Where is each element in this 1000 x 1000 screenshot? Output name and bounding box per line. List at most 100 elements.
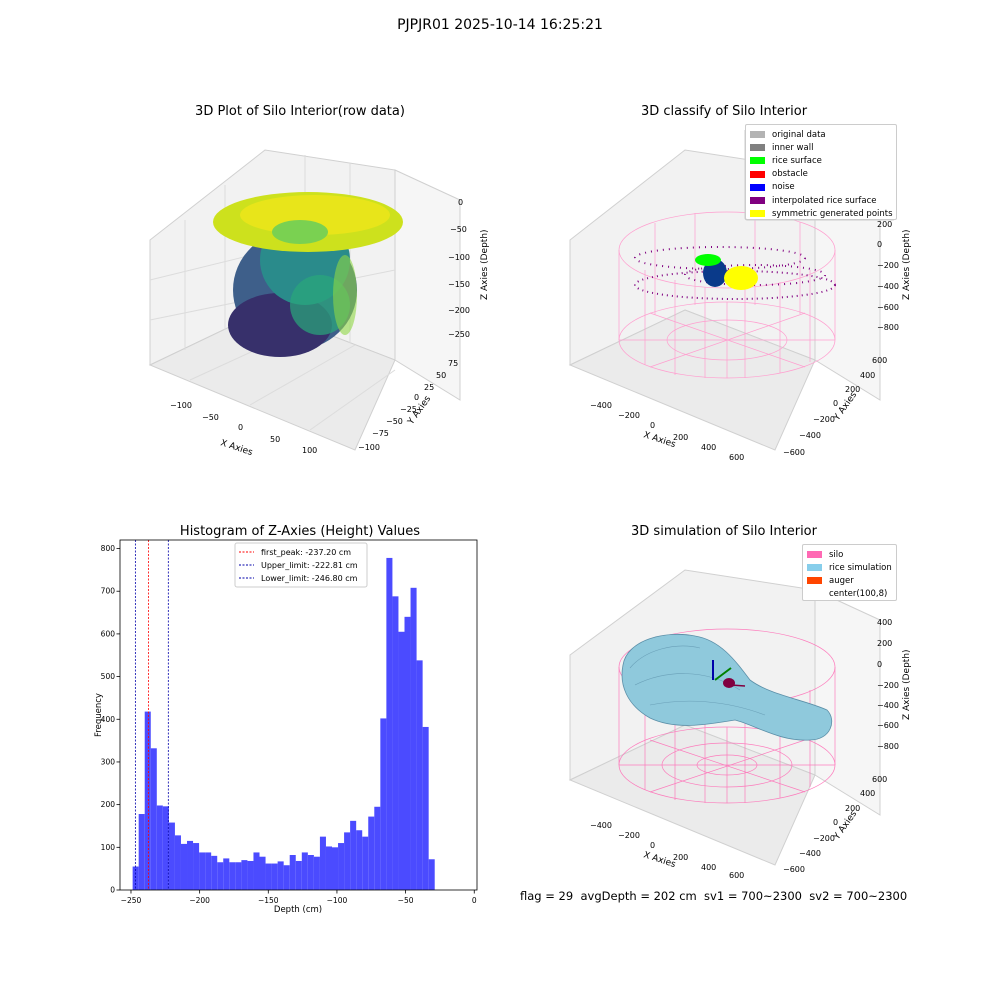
histogram-bar <box>180 843 188 890</box>
classify-legend-label: interpolated rice surface <box>772 195 877 206</box>
classify-xtick: 0 <box>650 421 655 430</box>
classify-legend-swatch <box>750 210 765 218</box>
histogram-bar <box>144 711 151 890</box>
histogram-bar <box>301 852 308 890</box>
classify-legend-item: obstacle <box>750 168 893 181</box>
raw-ztick: −50 <box>450 225 467 234</box>
histogram-bar <box>325 846 333 890</box>
raw-ytick: −50 <box>386 417 403 426</box>
histogram-bar <box>241 860 248 890</box>
histogram-bar <box>295 860 302 890</box>
histogram-ytick-label: 600 <box>101 629 116 638</box>
histogram-bar <box>223 858 230 890</box>
simulation-legend-box: silo rice simulation auger center(100,8) <box>802 544 897 601</box>
simulation-legend-swatch <box>807 551 822 559</box>
raw-xtick: −50 <box>202 413 219 422</box>
histogram-threshold-lines <box>134 540 169 890</box>
histogram-bar <box>150 748 157 890</box>
classify-legend-swatch <box>750 144 765 152</box>
simulation-legend-item: auger <box>807 574 892 587</box>
simulation-ytick: 0 <box>833 818 838 827</box>
raw-ztick: −200 <box>448 306 470 315</box>
classify-legend-item: symmetric generated points <box>750 207 893 220</box>
classify-legend-label: obstacle <box>772 169 808 180</box>
classify-xtick: −400 <box>590 401 612 410</box>
simulation-legend-label: silo <box>829 549 844 560</box>
simulation-legend-swatch <box>807 577 822 585</box>
simulation-ytick: −600 <box>783 865 805 874</box>
classify-legend-swatch <box>750 170 765 178</box>
histogram-bar <box>138 814 145 890</box>
histogram-bar <box>235 862 242 890</box>
simulation-xtick: 200 <box>673 853 688 862</box>
histogram-bar <box>307 855 314 890</box>
classify-legend-label: original data <box>772 129 826 140</box>
classify-ztick: −200 <box>877 261 899 270</box>
histogram-bar <box>199 852 206 890</box>
classify-ytick: −400 <box>799 431 821 440</box>
histogram-bar <box>162 806 169 890</box>
raw-3d-plot: −100 −50 0 50 100 X Axies 75 50 25 0 −25… <box>148 149 490 458</box>
histogram-bar <box>168 822 175 890</box>
raw-ztick: −150 <box>448 280 470 289</box>
histogram-ylabel: Frequency <box>94 693 104 737</box>
classify-xtick: 200 <box>673 433 688 442</box>
histogram-bar <box>344 832 351 890</box>
simulation-zlabel: Z Axies (Depth) <box>902 649 912 720</box>
simulation-plot-title: 3D simulation of Silo Interior <box>631 524 817 539</box>
histogram-bar <box>416 660 423 890</box>
raw-ytick: 25 <box>424 383 434 392</box>
classify-zlabel: Z Axies (Depth) <box>902 229 912 300</box>
histogram-xtick-label: −50 <box>398 896 414 905</box>
classify-legend-label: inner wall <box>772 142 814 153</box>
histogram-ytick-label: 400 <box>101 715 116 724</box>
raw-ztick: −100 <box>448 253 470 262</box>
classify-ytick: 400 <box>860 371 875 380</box>
histogram-title: Histogram of Z-Axies (Height) Values <box>179 524 421 539</box>
simulation-ytick: 400 <box>860 789 875 798</box>
classify-xtick: 600 <box>729 453 744 462</box>
histogram-bar <box>398 631 405 890</box>
histogram-ytick-label: 0 <box>110 886 115 895</box>
classify-xtick: −200 <box>618 411 640 420</box>
histogram-bar <box>156 805 163 890</box>
simulation-ztick: 200 <box>877 639 892 648</box>
simulation-xtick: 0 <box>650 841 655 850</box>
histogram-bar <box>422 726 429 890</box>
classify-ztick: −600 <box>877 303 899 312</box>
histogram-bar <box>392 596 399 890</box>
histogram-bar <box>338 843 345 890</box>
status-footer: flag = 29 avgDepth = 202 cm sv1 = 700~23… <box>520 889 908 903</box>
raw-point-cloud <box>213 192 403 357</box>
classify-ytick: 600 <box>872 356 887 365</box>
classify-silo-wireframe <box>618 211 836 379</box>
raw-ytick: −25 <box>400 405 417 414</box>
histogram-bar <box>374 806 381 890</box>
raw-xtick: 100 <box>302 446 317 455</box>
histogram-bar <box>211 855 218 890</box>
histogram-bar <box>174 835 181 890</box>
classify-ytick: 0 <box>833 399 838 408</box>
simulation-legend-swatch <box>807 590 822 598</box>
histogram-bar <box>277 861 284 890</box>
simulation-xtick: −400 <box>590 821 612 830</box>
histogram-bar <box>205 852 212 890</box>
raw-ytick: 0 <box>414 393 419 402</box>
classify-ytick: −600 <box>783 448 805 457</box>
classify-legend-item: original data <box>750 128 893 141</box>
histogram-bar <box>356 830 363 890</box>
simulation-xtick: −200 <box>618 831 640 840</box>
histogram-xtick-label: −250 <box>121 896 142 905</box>
classify-legend-label: rice surface <box>772 155 822 166</box>
simulation-xtick: 400 <box>701 863 716 872</box>
raw-ytick: −75 <box>372 429 389 438</box>
raw-ytick: 50 <box>436 371 446 380</box>
histogram-bars <box>132 557 435 890</box>
classify-legend-item: inner wall <box>750 141 893 154</box>
simulation-legend-item: rice simulation <box>807 561 892 574</box>
classify-interpolated-surface <box>634 246 836 300</box>
simulation-ytick: 200 <box>845 804 860 813</box>
histogram-xtick-label: −100 <box>327 896 348 905</box>
legend-upper-limit: Upper_limit: -222.81 cm <box>261 561 358 570</box>
histogram-chart: −250 −200 −150 −100 −50 0 0 100 200 300 400 500 600… <box>94 539 478 915</box>
